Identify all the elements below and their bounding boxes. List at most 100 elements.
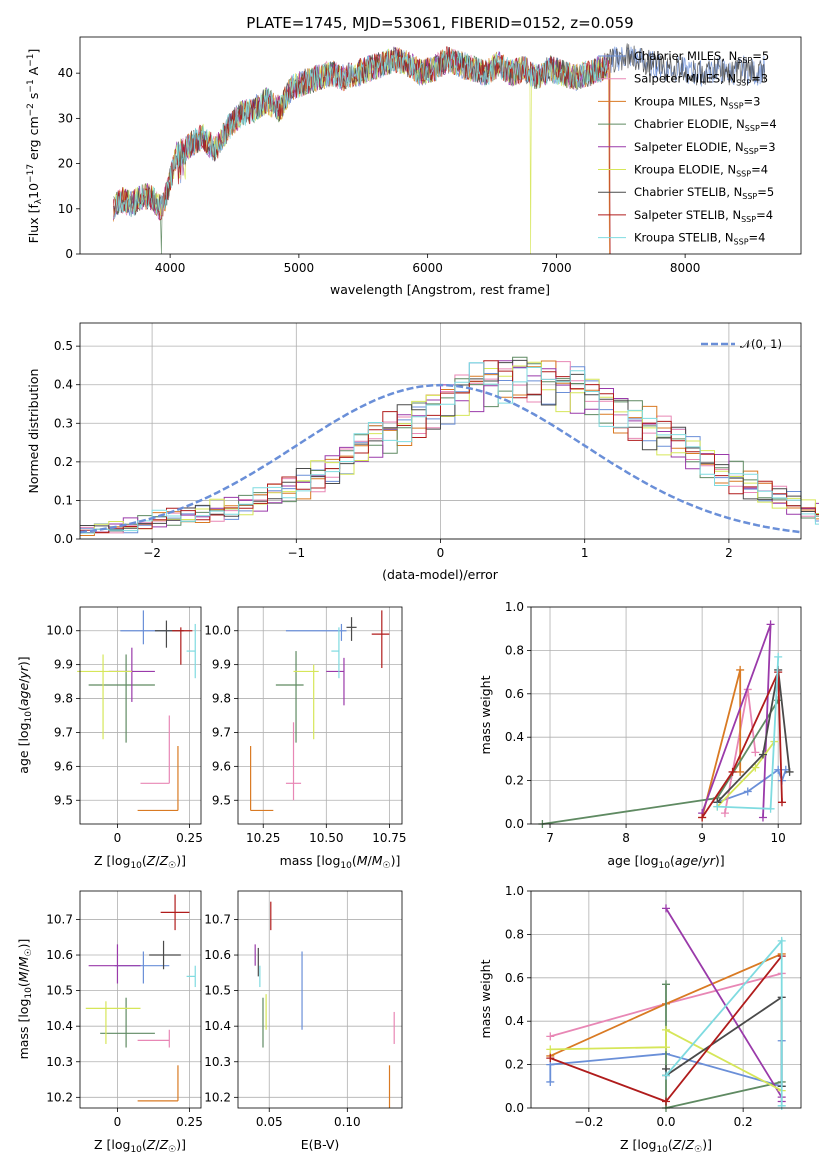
spectrum-ytick-label-1: 10: [58, 202, 73, 216]
mass-weight-vs-age-xlabel: age [log10(age/yr)]: [607, 853, 724, 871]
age-vs-mass-ytick-label-0: 9.5: [212, 793, 231, 807]
mass-weight-vs-metallicity-series-6: [665, 995, 783, 1087]
mass-weight-vs-metallicity-ytick-label-0: 0.0: [505, 1101, 524, 1115]
mass-vs-metallicity-xlabel: Z [log10(Z/Z☉)]: [94, 1137, 186, 1155]
mass-weight-vs-age-ytick-label-1: 0.2: [505, 774, 524, 788]
spectrum-ytick-label-0: 0: [65, 247, 73, 261]
mass-vs-reddening-ytick-label-4: 10.6: [204, 948, 231, 962]
mass-vs-reddening-ytick-label-0: 10.2: [204, 1090, 231, 1104]
mass-vs-reddening-xtick-label-0: 0.05: [256, 1115, 283, 1129]
mass-weight-vs-metallicity-ylabel: mass weight: [478, 959, 493, 1038]
residual-xtick-label-0: −2: [143, 546, 161, 560]
age-vs-metallicity-ylabel: age [log10(age/yr)]: [16, 656, 34, 773]
residual-histogram-3: [80, 356, 819, 533]
mass-weight-vs-age-ytick-label-3: 0.6: [505, 687, 524, 701]
mass-weight-vs-metallicity-ytick-label-1: 0.2: [505, 1058, 524, 1072]
spectrum-xtick-label-1: 5000: [284, 261, 315, 275]
spectrum-xlabel: wavelength [Angstrom, rest frame]: [330, 282, 550, 297]
mass-weight-vs-age-ylabel: mass weight: [478, 675, 493, 754]
mass-vs-metallicity-panel: 0 0.25 10.2 10.3 10.4 10.5 10.6 10.7 Z [log10(Z…: [16, 890, 203, 1155]
age-vs-metallicity-xtick-label-0: 0: [114, 831, 122, 845]
mass-weight-vs-metallicity-marker-1-0: [546, 1032, 555, 1041]
age-vs-mass-xtick-label-0: 10.25: [246, 831, 280, 845]
mass-weight-vs-age-xtick-label-0: 7: [546, 831, 554, 845]
spectrum-line-7: [113, 46, 611, 255]
mass-vs-metallicity-ytick-label-4: 10.6: [46, 948, 73, 962]
mass-weight-vs-age-marker-1-0: [720, 809, 729, 818]
age-vs-metallicity-panel: 0 0.25 9.5 9.6 9.7 9.8 9.9 10.0 Z [log10(Z/Z☉)]…: [16, 606, 203, 871]
mass-weight-vs-metallicity-marker-4-0: [662, 904, 670, 913]
mass-weight-vs-age-marker-6-3: [785, 767, 794, 776]
mass-weight-vs-metallicity-xtick-label-2: 0.2: [734, 1115, 753, 1129]
mass-weight-vs-metallicity-frame: [530, 890, 802, 1109]
spectrum-legend-label-3: Chabrier ELODIE, NSSP=4: [634, 117, 777, 133]
mass-weight-vs-metallicity-ytick-label-4: 0.8: [505, 927, 524, 941]
mass-weight-vs-age-marker-2-1: [736, 665, 745, 674]
mass-vs-reddening-ytick-label-1: 10.3: [204, 1055, 231, 1069]
age-vs-mass-ytick-label-5: 10.0: [204, 624, 231, 638]
spectrum-ytick-label-4: 40: [58, 66, 73, 80]
normal-legend-label: 𝒩(0, 1): [740, 337, 782, 351]
mass-weight-vs-metallicity-xtick-label-1: 0.0: [656, 1115, 675, 1129]
mass-weight-vs-age-marker-4-1: [766, 620, 775, 629]
spectrum-xtick-label-4: 8000: [670, 261, 701, 275]
mass-weight-vs-age-marker-7-0: [698, 813, 707, 822]
spectrum-legend: Chabrier MILES, NSSP=5 Salpeter MILES, NS…: [598, 49, 777, 247]
mass-vs-reddening-panel: 0.05 0.10 10.2 10.3 10.4 10.5 10.6 10.7 E(B-V): [204, 890, 403, 1152]
mass-weight-vs-metallicity-marker-8-0: [662, 1071, 670, 1080]
age-vs-metallicity-xlabel: Z [log10(Z/Z☉)]: [94, 853, 186, 871]
residual-xlabel: (data-model)/error: [382, 567, 499, 582]
age-vs-mass-ytick-label-4: 9.9: [212, 658, 231, 672]
spectrum-legend-label-8: Kroupa STELIB, NSSP=4: [634, 231, 765, 247]
residual-ytick-label-0: 0.0: [54, 532, 73, 546]
mass-weight-vs-metallicity-series-5: [550, 1028, 783, 1092]
mass-weight-vs-age-series-4: [701, 624, 772, 818]
spectrum-xtick-label-0: 4000: [155, 261, 186, 275]
mass-weight-vs-metallicity-marker-5-2: [662, 1025, 670, 1034]
age-vs-metallicity-ytick-label-1: 9.6: [54, 759, 73, 773]
mass-vs-metallicity-ytick-label-3: 10.5: [46, 984, 73, 998]
spectrum-xtick-label-3: 7000: [541, 261, 572, 275]
mass-weight-vs-metallicity-series-4: [665, 907, 783, 1102]
residual-histogram-5: [80, 361, 819, 534]
spectrum-panel: PLATE=1745, MJD=53061, FIBERID=0152, z=0…: [26, 14, 802, 297]
age-vs-mass-ytick-label-1: 9.6: [212, 759, 231, 773]
age-vs-metallicity-ytick-label-3: 9.8: [54, 692, 73, 706]
residual-histogram-7: [80, 360, 819, 533]
mass-weight-vs-metallicity-marker-7-0: [546, 1054, 555, 1063]
mass-weight-vs-age-series-7: [701, 671, 783, 818]
mass-weight-vs-age-marker-8-1: [766, 804, 775, 813]
mass-weight-vs-age-marker-7-3: [777, 798, 786, 807]
spectrum-legend-label-4: Salpeter ELODIE, NSSP=3: [634, 140, 776, 156]
age-vs-metallicity-frame: [79, 606, 202, 825]
mass-vs-metallicity-ytick-label-2: 10.4: [46, 1019, 73, 1033]
mass-weight-vs-age-ytick-label-2: 0.4: [505, 730, 524, 744]
mass-weight-vs-age-xtick-label-1: 8: [622, 831, 630, 845]
residual-xtick-label-1: −1: [287, 546, 305, 560]
mass-weight-vs-metallicity-panel: −0.2 0.0 0.2 0.0 0.2 0.4 0.6 0.8 1.0 Z [log10(Z/…: [478, 884, 802, 1155]
mass-weight-vs-age-marker-5-1: [751, 763, 760, 772]
spectrum-ytick-label-2: 20: [58, 157, 73, 171]
spectrum-legend-label-1: Salpeter MILES, NSSP=3: [634, 72, 768, 88]
mass-weight-vs-age-frame: [530, 606, 802, 825]
normal-curve: [79, 383, 802, 534]
spectrum-legend-label-7: Salpeter STELIB, NSSP=4: [634, 208, 773, 224]
age-vs-mass-xlabel: mass [log10(M/M☉)]: [280, 853, 401, 871]
age-vs-metallicity-ytick-label-5: 10.0: [46, 624, 73, 638]
mass-weight-vs-age-marker-6-1: [758, 750, 767, 759]
mass-weight-vs-metallicity-xtick-label-0: −0.2: [574, 1115, 603, 1129]
age-vs-mass-xtick-label-2: 10.75: [372, 831, 406, 845]
residual-ylabel: Normed distribution: [26, 369, 41, 494]
mass-weight-vs-metallicity-marker-3-0: [662, 980, 670, 989]
mass-weight-vs-age-marker-0-1: [743, 787, 752, 796]
residual-ytick-label-2: 0.2: [54, 455, 73, 469]
mass-weight-vs-age-marker-8-0: [713, 802, 722, 811]
mass-weight-vs-metallicity-xlabel: Z [log10(Z/Z☉)]: [620, 1137, 712, 1155]
mass-weight-vs-age-marker-7-1: [728, 767, 737, 776]
age-vs-mass-xtick-label-1: 10.50: [309, 831, 343, 845]
spectrum-legend-label-2: Kroupa MILES, NSSP=3: [634, 94, 760, 110]
mass-weight-vs-age-ytick-label-4: 0.8: [505, 643, 524, 657]
mass-vs-metallicity-xtick-label-0: 0: [114, 1115, 122, 1129]
age-vs-mass-frame: [237, 606, 403, 825]
